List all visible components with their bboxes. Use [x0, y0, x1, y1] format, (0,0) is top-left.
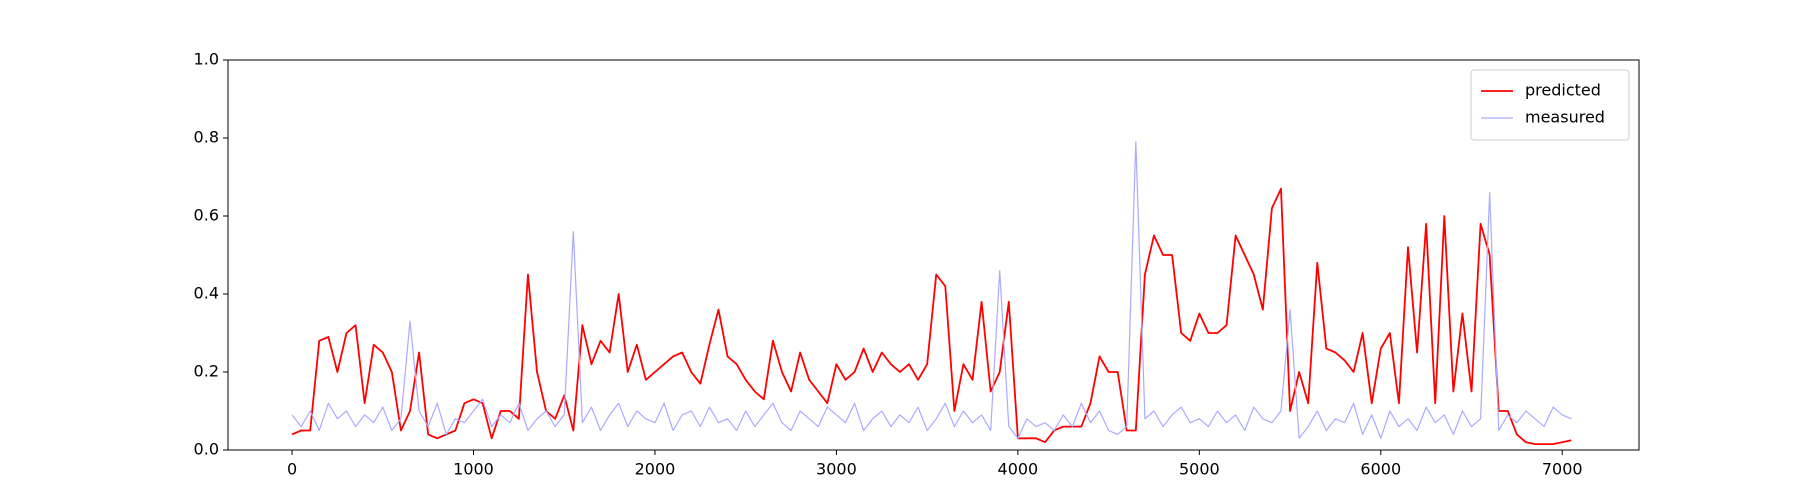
x-tick-label: 7000: [1542, 460, 1583, 479]
y-tick-label: 0.4: [194, 284, 219, 303]
y-tick-label: 0.0: [194, 440, 219, 459]
line-predicted: [291, 187, 1572, 446]
x-tick-label: 0: [287, 460, 297, 479]
x-tick-label: 6000: [1360, 460, 1401, 479]
line-measured: [291, 141, 1572, 439]
legend-label: predicted: [1525, 81, 1601, 100]
x-tick-label: 5000: [1179, 460, 1220, 479]
legend-box: [1470, 69, 1630, 141]
y-tick-label: 0.6: [194, 206, 219, 225]
y-tick-label: 0.8: [194, 128, 219, 147]
legend-label: measured: [1525, 108, 1605, 127]
y-tick-label: 0.2: [194, 362, 219, 381]
x-tick-label: 3000: [816, 460, 857, 479]
plot-frame: [227, 59, 1640, 451]
x-tick-label: 2000: [635, 460, 676, 479]
x-tick-label: 4000: [998, 460, 1039, 479]
x-tick-label: 1000: [453, 460, 494, 479]
y-tick-label: 1.0: [194, 50, 219, 69]
